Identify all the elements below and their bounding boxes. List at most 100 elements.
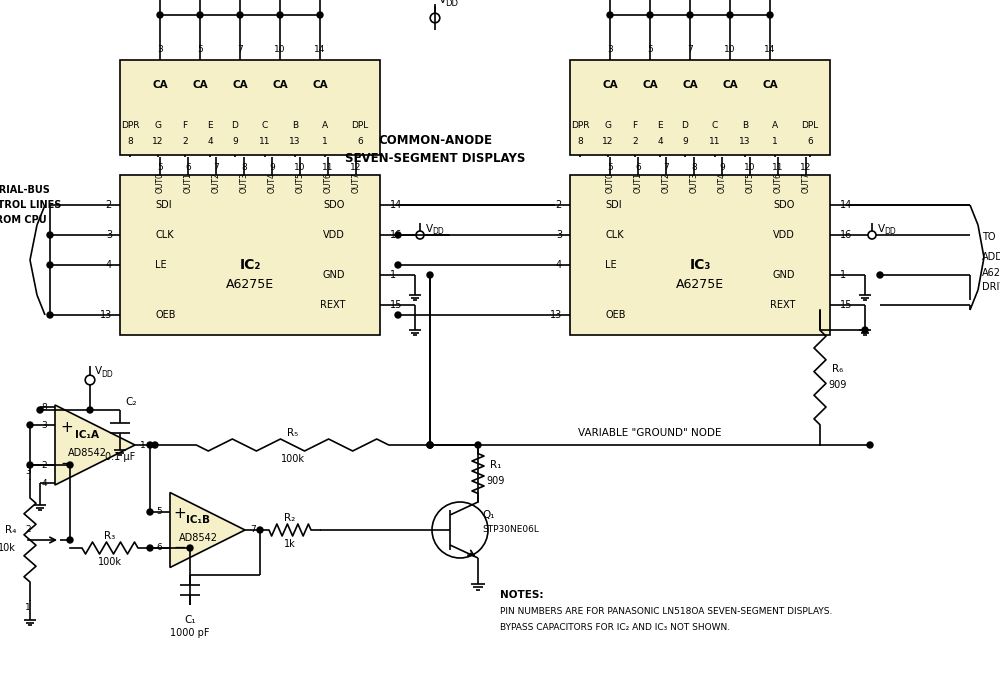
Text: OUT6: OUT6 xyxy=(774,172,782,193)
Text: OUT3: OUT3 xyxy=(690,172,698,193)
Text: 6: 6 xyxy=(185,163,191,171)
Text: 10k: 10k xyxy=(0,543,16,553)
Circle shape xyxy=(607,12,613,18)
Text: SDI: SDI xyxy=(605,200,622,210)
Text: 9: 9 xyxy=(269,163,275,171)
Circle shape xyxy=(27,422,33,428)
Text: A6275E: A6275E xyxy=(982,267,1000,277)
Circle shape xyxy=(395,262,401,268)
Text: 7: 7 xyxy=(687,46,693,54)
Text: CLK: CLK xyxy=(605,230,624,240)
Text: 7: 7 xyxy=(663,163,669,171)
Text: B: B xyxy=(742,120,748,129)
Text: VDD: VDD xyxy=(323,230,345,240)
Text: 16: 16 xyxy=(390,230,402,240)
Text: DD: DD xyxy=(445,0,458,8)
Text: DD: DD xyxy=(432,228,444,237)
Text: 3: 3 xyxy=(106,230,112,240)
Circle shape xyxy=(395,232,401,238)
Text: 909: 909 xyxy=(829,381,847,390)
Text: DPR: DPR xyxy=(121,120,139,129)
Text: F: F xyxy=(632,120,638,129)
Text: IC₃: IC₃ xyxy=(689,258,711,272)
Circle shape xyxy=(427,442,433,448)
Text: 3: 3 xyxy=(607,46,613,54)
Text: 1: 1 xyxy=(140,441,146,449)
Text: 1: 1 xyxy=(25,604,31,613)
Text: OUT7: OUT7 xyxy=(352,172,360,193)
Text: A: A xyxy=(772,120,778,129)
Bar xyxy=(120,175,380,335)
Circle shape xyxy=(277,12,283,18)
Circle shape xyxy=(317,12,323,18)
Text: ADDITIONAL: ADDITIONAL xyxy=(982,252,1000,262)
Polygon shape xyxy=(170,492,245,568)
Bar xyxy=(120,60,380,155)
Text: 5: 5 xyxy=(197,46,203,54)
Text: SEVEN-SEGMENT DISPLAYS: SEVEN-SEGMENT DISPLAYS xyxy=(345,152,525,165)
Text: 14: 14 xyxy=(764,46,776,54)
Text: 2: 2 xyxy=(632,137,638,146)
Text: C₂: C₂ xyxy=(125,397,136,407)
Text: 14: 14 xyxy=(390,200,402,210)
Circle shape xyxy=(147,509,153,515)
Text: 15: 15 xyxy=(840,300,852,310)
Circle shape xyxy=(237,12,243,18)
Text: AD8542: AD8542 xyxy=(68,448,106,458)
Text: FROM CPU: FROM CPU xyxy=(0,215,47,225)
Text: AD8542: AD8542 xyxy=(178,533,218,543)
Text: V: V xyxy=(878,224,885,234)
Text: 4: 4 xyxy=(556,260,562,270)
Text: SDO: SDO xyxy=(324,200,345,210)
Text: C₁: C₁ xyxy=(184,615,196,625)
Text: 12: 12 xyxy=(602,137,614,146)
Text: 13: 13 xyxy=(100,310,112,320)
Text: A: A xyxy=(322,120,328,129)
Circle shape xyxy=(147,545,153,551)
Text: 100k: 100k xyxy=(98,557,122,567)
Text: 11: 11 xyxy=(322,163,334,171)
Circle shape xyxy=(197,12,203,18)
Text: OUT1: OUT1 xyxy=(184,172,192,193)
Text: CA: CA xyxy=(272,80,288,90)
Text: 13: 13 xyxy=(550,310,562,320)
Text: VDD: VDD xyxy=(773,230,795,240)
Text: REXT: REXT xyxy=(320,300,345,310)
Text: 5: 5 xyxy=(156,507,162,517)
Text: DD: DD xyxy=(884,228,896,237)
Circle shape xyxy=(47,312,53,318)
Text: 10: 10 xyxy=(724,46,736,54)
Text: 13: 13 xyxy=(739,137,751,146)
Circle shape xyxy=(647,12,653,18)
Text: 4: 4 xyxy=(41,479,47,488)
Text: 12: 12 xyxy=(152,137,164,146)
Text: 3: 3 xyxy=(157,46,163,54)
Text: 10: 10 xyxy=(294,163,306,171)
Text: V: V xyxy=(95,366,102,376)
Text: 9: 9 xyxy=(232,137,238,146)
Text: 2: 2 xyxy=(25,526,31,534)
Text: 10: 10 xyxy=(744,163,756,171)
Text: R₅: R₅ xyxy=(287,428,298,438)
Text: CA: CA xyxy=(682,80,698,90)
Text: +: + xyxy=(61,420,73,435)
Circle shape xyxy=(67,462,73,468)
Text: 11: 11 xyxy=(709,137,721,146)
Circle shape xyxy=(427,442,433,448)
Text: SDI: SDI xyxy=(155,200,172,210)
Text: CA: CA xyxy=(602,80,618,90)
Text: 13: 13 xyxy=(289,137,301,146)
Text: 9: 9 xyxy=(719,163,725,171)
Text: 6: 6 xyxy=(807,137,813,146)
Text: 8: 8 xyxy=(577,137,583,146)
Text: 3: 3 xyxy=(556,230,562,240)
Text: 2: 2 xyxy=(41,460,47,469)
Text: STP30NE06L: STP30NE06L xyxy=(482,526,539,534)
Text: OUT6: OUT6 xyxy=(324,172,332,193)
Text: 8: 8 xyxy=(691,163,697,171)
Text: B: B xyxy=(292,120,298,129)
Text: 15: 15 xyxy=(390,300,402,310)
Text: 0.1 μF: 0.1 μF xyxy=(105,452,135,462)
Text: TO: TO xyxy=(982,233,996,243)
Text: OUT4: OUT4 xyxy=(268,172,276,193)
